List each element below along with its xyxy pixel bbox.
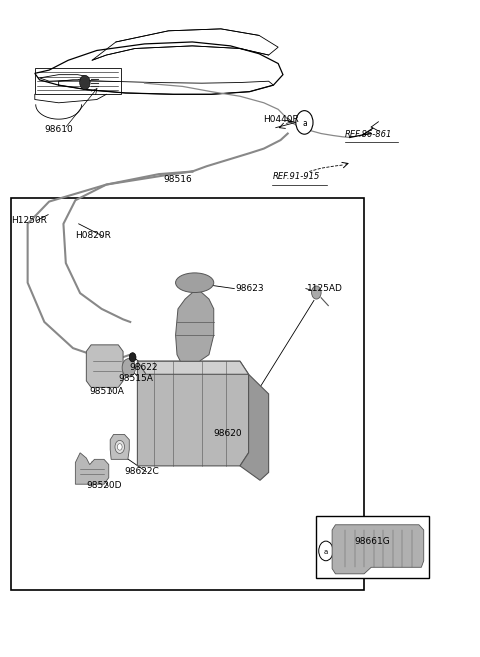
Text: 1125AD: 1125AD: [307, 284, 343, 292]
Text: 98510A: 98510A: [90, 387, 124, 396]
Polygon shape: [176, 290, 214, 361]
Polygon shape: [240, 374, 269, 480]
Bar: [316, 516, 429, 578]
Polygon shape: [86, 345, 123, 388]
Text: a: a: [302, 118, 307, 127]
Circle shape: [319, 541, 333, 560]
Polygon shape: [137, 361, 249, 374]
Text: 98622C: 98622C: [124, 466, 159, 476]
Bar: [35, 68, 120, 95]
Text: 98610: 98610: [44, 125, 73, 134]
Ellipse shape: [176, 273, 214, 292]
Polygon shape: [75, 453, 109, 484]
Text: H0440R: H0440R: [263, 116, 299, 124]
Text: 98520D: 98520D: [86, 481, 122, 490]
Text: 98661G: 98661G: [355, 537, 390, 547]
Text: 98515A: 98515A: [118, 374, 153, 383]
Polygon shape: [137, 361, 249, 466]
Text: REF.86-861: REF.86-861: [345, 130, 392, 139]
Text: a: a: [324, 549, 328, 555]
Polygon shape: [110, 434, 129, 459]
Text: 98623: 98623: [235, 284, 264, 292]
Circle shape: [122, 359, 135, 377]
Circle shape: [296, 110, 313, 134]
Polygon shape: [332, 525, 424, 574]
Circle shape: [115, 440, 124, 453]
Text: 98622: 98622: [129, 363, 158, 373]
Circle shape: [129, 353, 136, 362]
Text: REF.91-915: REF.91-915: [273, 172, 320, 181]
Circle shape: [312, 286, 321, 299]
Text: H0820R: H0820R: [75, 231, 111, 240]
Bar: [11, 198, 364, 590]
Text: 98620: 98620: [214, 429, 242, 438]
Text: H1250R: H1250R: [11, 215, 47, 225]
Text: 98516: 98516: [164, 175, 192, 184]
Circle shape: [80, 76, 90, 90]
Circle shape: [117, 443, 122, 450]
